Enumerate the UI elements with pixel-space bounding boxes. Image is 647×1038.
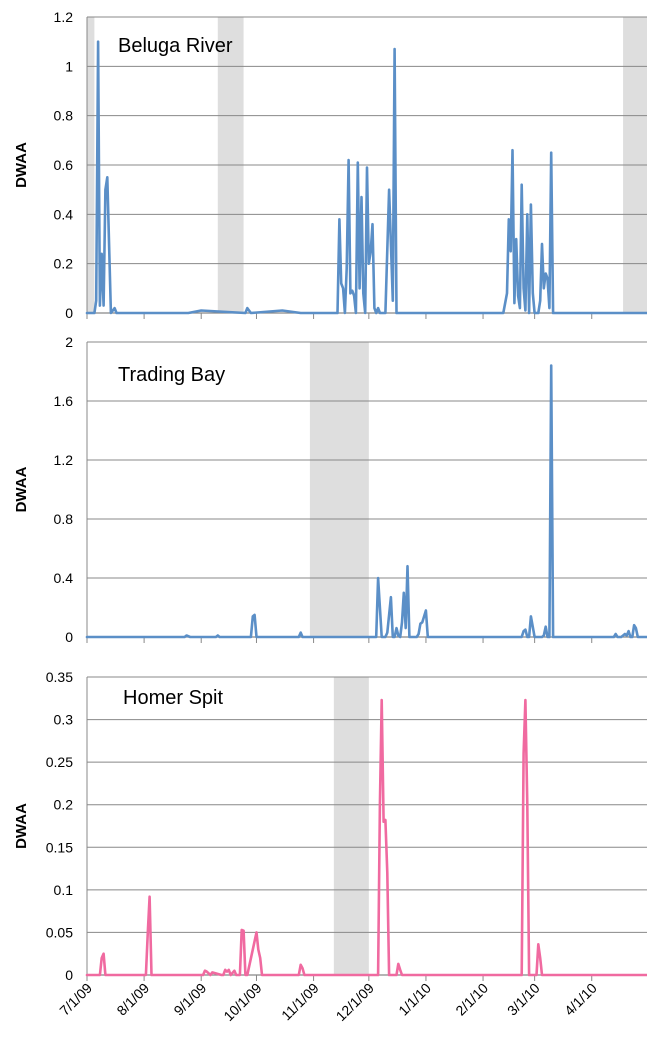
panel-beluga-river: 0 0.2 0.4 0.6 0.8 1 1.2 Beluga River DWAA: [13, 9, 647, 321]
beluga-river-ytick-label: 0: [65, 305, 73, 321]
beluga-river-ytick-label: 1: [65, 58, 73, 74]
beluga-river-ytick-label: 1.2: [54, 9, 74, 25]
beluga-river-title: Beluga River: [118, 35, 233, 57]
homer-spit-ytick-label: 0.1: [54, 882, 74, 898]
trading-bay-title: Trading Bay: [118, 364, 225, 386]
trading-bay-data-gap-0: [309, 342, 369, 637]
xtick-label-2-1-10: 2/1/10: [452, 980, 491, 1019]
homer-spit-ytick-label: 0.05: [46, 924, 73, 940]
panel-trading-bay: 0 0.4 0.8 1.2 1.6 2 Trading Bay DWAA: [13, 334, 647, 645]
homer-spit-ytick-label: 0.3: [54, 712, 74, 728]
trading-bay-ytick-label: 2: [65, 334, 73, 350]
homer-spit-ytick-label: 0.2: [54, 797, 74, 813]
trading-bay-ytick-label: 0.8: [54, 511, 74, 527]
trading-bay-series-line: [85, 364, 647, 639]
homer-spit-series-line: [85, 698, 647, 977]
xtick-label-11-1-09: 11/1/09: [278, 980, 322, 1024]
homer-spit-ytick-label: 0: [65, 967, 73, 983]
homer-spit-ytick-label: 0.25: [46, 754, 73, 770]
beluga-river-ytick-label: 0.6: [54, 157, 74, 173]
homer-spit-data-gap-0: [333, 677, 369, 975]
homer-spit-ytick-label: 0.15: [46, 839, 73, 855]
panel-homer-spit: 0 0.05 0.1 0.15 0.2 0.25 0.3 0.35 Homer Spit DWAA…: [13, 669, 647, 1024]
xtick-label-4-1-10: 4/1/10: [561, 980, 600, 1019]
xtick-label-9-1-09: 9/1/09: [170, 980, 209, 1019]
trading-bay-y-axis-label: DWAA: [13, 466, 30, 512]
trading-bay-ytick-label: 0: [65, 629, 73, 645]
xtick-label-1-1-10: 1/1/10: [395, 980, 434, 1019]
xtick-label-7-1-09: 7/1/09: [56, 980, 95, 1019]
trading-bay-ytick-label: 0.4: [54, 570, 74, 586]
xtick-label-10-1-09: 10/1/09: [220, 980, 264, 1024]
homer-spit-ytick-label: 0.35: [46, 669, 73, 685]
trading-bay-ytick-label: 1.2: [54, 452, 74, 468]
xtick-label-8-1-09: 8/1/09: [113, 980, 152, 1019]
xtick-label-3-1-10: 3/1/10: [504, 980, 543, 1019]
homer-spit-title: Homer Spit: [123, 687, 223, 709]
beluga-river-y-axis-label: DWAA: [13, 142, 30, 188]
homer-spit-y-axis-label: DWAA: [13, 803, 30, 849]
xtick-label-12-1-09: 12/1/09: [333, 980, 377, 1024]
beluga-river-series-line: [85, 40, 647, 315]
beluga-river-ytick-label: 0.2: [54, 256, 74, 272]
trading-bay-ytick-label: 1.6: [54, 393, 74, 409]
beluga-river-ytick-label: 0.4: [54, 206, 74, 222]
beluga-river-ytick-label: 0.8: [54, 108, 74, 124]
